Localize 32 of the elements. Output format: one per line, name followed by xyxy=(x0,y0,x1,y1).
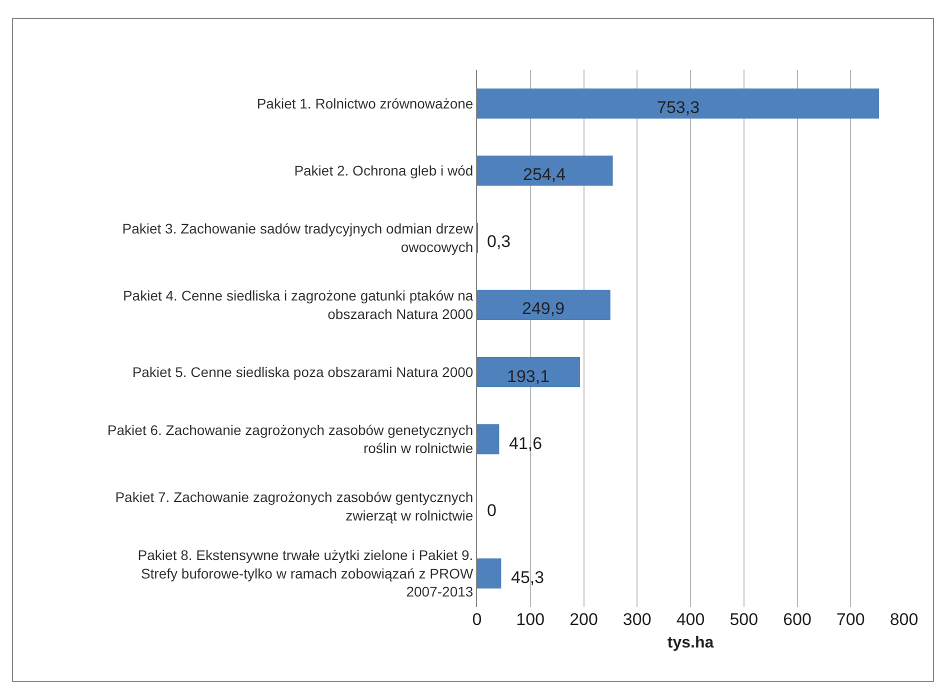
y-tick-label: Pakiet 3. Zachowanie sadów tradycyjnych odmian drzew owocowych xyxy=(122,220,474,255)
x-tick-label: 100 xyxy=(516,610,545,629)
data-label: 0,3 xyxy=(487,232,511,251)
data-label: 193,1 xyxy=(507,367,550,386)
y-tick-label: Pakiet 5. Cenne siedliska poza obszarami Natura 2000 xyxy=(132,364,474,380)
y-tick-label: Pakiet 2. Ochrona gleb i wód xyxy=(294,162,474,179)
x-tick-label: 800 xyxy=(890,610,918,629)
bar xyxy=(477,290,610,320)
x-tick-label: 200 xyxy=(570,610,598,629)
data-label: 0 xyxy=(487,501,496,520)
data-label: 753,3 xyxy=(657,98,700,117)
y-tick-label: Pakiet 1. Rolnictwo zrównoważone xyxy=(256,95,474,112)
x-tick-label: 700 xyxy=(836,610,865,629)
bar xyxy=(477,356,580,388)
y-tick-label: Pakiet 7. Zachowanie zagrożonych zasobów gentycznych zwierząt w rolnictwie xyxy=(115,489,474,524)
y-tick-label: Pakiet 4. Cenne siedliska i zagrożone gatunki ptaków na obszarach Natura 2000 xyxy=(122,288,474,322)
data-label: 41,6 xyxy=(509,434,542,453)
x-axis-title: tys.ha xyxy=(667,634,714,652)
data-label: 249,9 xyxy=(522,299,565,318)
bar xyxy=(477,156,613,186)
data-label: 254,4 xyxy=(523,165,566,184)
x-tick-label: 400 xyxy=(676,610,705,629)
y-tick-label: Pakiet 6. Zachowanie zagrożonych zasobów genetycznych roślin w rolnictwie xyxy=(107,422,474,456)
x-tick-label: 600 xyxy=(783,610,812,629)
x-tick-label: 0 xyxy=(472,610,482,629)
data-label: 45,3 xyxy=(511,568,544,587)
bar xyxy=(477,424,500,454)
x-tick-label: 500 xyxy=(730,610,758,629)
y-tick-label: Pakiet 8. Ekstensywne trwałe użytki zielone i Pakiet 9. Strefy buforowe-tylko w ramach zobowiązań z PROW 2007-2013 xyxy=(138,547,474,600)
bar xyxy=(477,558,502,589)
x-tick-label: 300 xyxy=(622,610,652,629)
bar xyxy=(477,88,880,119)
